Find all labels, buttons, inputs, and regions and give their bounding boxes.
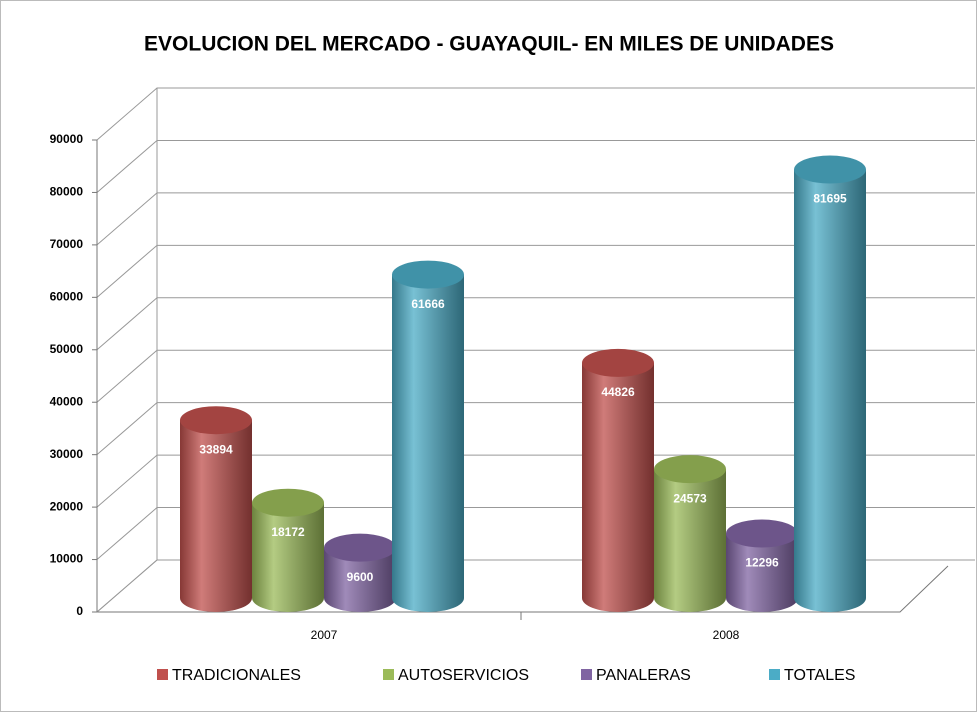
grid-line [96,454,975,508]
value-label: 81695 [813,192,847,206]
value-label: 18172 [271,525,305,539]
grid-line [96,87,975,141]
cylinder-top [252,488,324,517]
legend-swatch [157,669,168,680]
y-tick-label: 60000 [50,290,84,304]
cylinder-body [252,502,324,612]
legend-swatch [769,669,780,680]
grid-line [96,349,975,403]
y-tick-label: 20000 [50,499,84,513]
legend-label: PANALERAS [596,667,691,684]
cylinder-body [794,169,866,612]
cylinder-top [392,260,464,289]
y-tick-label: 10000 [50,552,84,566]
legend-swatch [383,669,394,680]
grid-line [96,297,975,351]
floor [97,565,949,613]
cylinder-top [324,533,396,562]
value-label: 24573 [673,491,707,505]
cylinder-body [324,547,396,612]
cylinder-body [582,362,654,612]
y-tick-label: 50000 [50,342,84,356]
value-label: 61666 [411,297,445,311]
value-label: 33894 [199,442,233,456]
x-tick-label: 2008 [713,628,740,642]
cylinder-top [794,155,866,184]
cylinder-body [726,533,798,612]
y-tick-label: 80000 [50,185,84,199]
cylinder-top [654,455,726,484]
cylinder-top [726,519,798,548]
cylinder-top [582,348,654,377]
legend-label: AUTOSERVICIOS [398,667,529,684]
cylinder-top [180,406,252,435]
legend-label: TRADICIONALES [172,667,301,684]
value-label: 12296 [745,556,779,570]
grid-line [96,192,975,246]
legend-label: TOTALES [784,667,855,684]
y-tick-label: 0 [76,604,83,618]
cylinder-body [392,274,464,612]
x-tick-label: 2007 [311,628,338,642]
grid-line [96,402,975,456]
legend-swatch [581,669,592,680]
y-tick-label: 90000 [50,132,84,146]
grid-line [96,244,975,298]
y-tick-label: 70000 [50,237,84,251]
chart-title: EVOLUCION DEL MERCADO - GUAYAQUIL- EN MI… [144,33,834,56]
value-label: 44826 [601,385,635,399]
y-tick-label: 30000 [50,447,84,461]
y-tick-label: 40000 [50,394,84,408]
cylinder-body [180,420,252,612]
value-label: 9600 [347,570,374,584]
grid-line [96,139,975,193]
cylinder-body [654,469,726,612]
